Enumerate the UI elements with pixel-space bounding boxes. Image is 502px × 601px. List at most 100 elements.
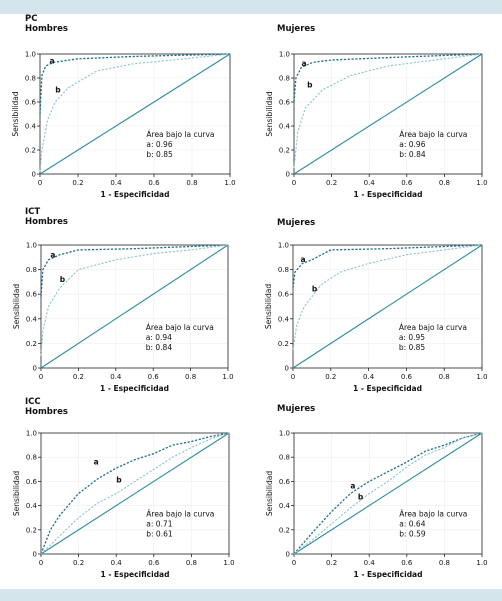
x-tick-label: 1.0: [476, 559, 487, 567]
chart-panel-title: Hombres: [25, 217, 68, 227]
x-tick-label: 0.8: [185, 373, 196, 381]
legend-title: Área bajo la curva: [399, 323, 467, 332]
y-tick-label: 1.0: [26, 242, 37, 250]
series-label-b: b: [60, 275, 66, 284]
roc-curve-b: [40, 432, 230, 555]
x-tick-label: 0.6: [401, 559, 413, 567]
x-axis-label: 1 - Especificidad: [101, 570, 170, 579]
series-label-b: b: [55, 85, 61, 94]
y-tick-label: 0: [286, 171, 290, 179]
y-tick-label: 0: [32, 171, 36, 179]
roc-panel-2: Mujeres 0 0.2 0.4 0.6 0.8 1.0 0 0.2 0.4 0.6 0.8 1.0 1…: [265, 24, 488, 199]
y-tick-label: 0.6: [278, 291, 290, 299]
roc-curve-b: [293, 432, 483, 555]
roc-curve-a: [39, 53, 231, 115]
x-tick-label: 1.0: [222, 373, 233, 381]
roc-curve-b: [40, 244, 229, 356]
y-axis-label: Sensibilidad: [12, 284, 21, 329]
y-tick-label: 0.6: [279, 478, 291, 486]
x-axis-label: 1 - Especificidad: [353, 384, 422, 393]
x-axis-label: 1 - Especificidad: [354, 570, 423, 579]
x-tick-label: 0.6: [401, 373, 413, 381]
chart-group-label: ICT: [25, 207, 40, 217]
legend-title: Área bajo la curva: [399, 509, 467, 518]
legend-entry: b: 0.85: [399, 343, 426, 352]
x-tick-label: 0.8: [439, 559, 450, 567]
series-label-a: a: [50, 57, 55, 66]
y-tick-label: 0.8: [26, 454, 37, 462]
legend-entry: b: 0.85: [146, 150, 173, 159]
chart-panel-title: Mujeres: [277, 404, 315, 414]
y-tick-label: 1.0: [279, 51, 290, 59]
y-tick-label: 0.4: [278, 315, 290, 323]
y-tick-label: 0.4: [25, 123, 37, 131]
x-tick-label: 0.2: [326, 559, 337, 567]
y-axis-label: Sensibilidad: [12, 471, 21, 516]
x-tick-label: 0.8: [186, 559, 197, 567]
series-label-b: b: [116, 476, 122, 485]
x-tick-label: 1.0: [223, 559, 234, 567]
series-label-a: a: [94, 457, 99, 466]
y-tick-label: 1.0: [26, 430, 37, 438]
y-axis-label: Sensibilidad: [264, 284, 273, 329]
x-tick-label: 0: [292, 179, 296, 187]
roc-curve-a: [40, 244, 229, 297]
legend-entry: a: 0.71: [146, 519, 172, 528]
y-tick-label: 0.4: [26, 315, 38, 323]
y-tick-label: 0.8: [278, 266, 289, 274]
legend-entry: a: 0.64: [399, 519, 425, 528]
x-tick-label: 0.6: [148, 373, 160, 381]
legend-title: Área bajo la curva: [146, 130, 214, 139]
x-tick-label: 0.8: [186, 179, 197, 187]
reference-diagonal: [293, 53, 483, 175]
plot-frame: [40, 432, 230, 555]
x-tick-label: 0.2: [73, 373, 84, 381]
y-tick-label: 0.8: [279, 454, 290, 462]
series-label-a: a: [50, 250, 55, 259]
x-tick-label: 0.2: [325, 373, 336, 381]
y-tick-label: 1.0: [278, 242, 289, 250]
plot-frame: [293, 53, 483, 175]
y-tick-label: 0.8: [26, 266, 37, 274]
y-tick-label: 0.2: [26, 340, 37, 348]
roc-curve-b: [293, 53, 483, 169]
y-tick-label: 0.8: [25, 75, 36, 83]
y-tick-label: 0.4: [279, 502, 291, 510]
y-tick-label: 0.6: [279, 99, 291, 107]
y-tick-label: 1.0: [25, 51, 36, 59]
x-axis-label: 1 - Especificidad: [100, 384, 169, 393]
legend-entry: b: 0.84: [146, 343, 173, 352]
x-tick-label: 0.2: [73, 559, 84, 567]
roc-panel-4: Mujeres 0 0.2 0.4 0.6 0.8 1.0 0 0.2 0.4 0.6 0.8 1.0 1…: [264, 218, 488, 393]
reference-diagonal: [293, 432, 483, 555]
y-tick-label: 1.0: [279, 430, 290, 438]
reference-diagonal: [39, 53, 231, 175]
chart-panel-title: Hombres: [25, 24, 68, 34]
plot-frame: [40, 244, 229, 369]
y-axis-label: Sensibilidad: [265, 91, 274, 136]
chart-group-label: PC: [25, 14, 37, 24]
roc-panel-6: Mujeres 0 0.2 0.4 0.6 0.8 1.0 0 0.2 0.4 0.6 0.8 1.0 1…: [265, 404, 488, 579]
y-tick-label: 0.2: [25, 147, 36, 155]
plot-frame: [293, 432, 483, 555]
legend-entry: a: 0.94: [146, 333, 172, 342]
y-tick-label: 0.4: [279, 123, 291, 131]
y-tick-label: 0.2: [278, 340, 289, 348]
legend-title: Área bajo la curva: [146, 509, 214, 518]
x-axis-label: 1 - Especificidad: [101, 190, 170, 199]
legend-entry: b: 0.59: [399, 529, 426, 538]
x-tick-label: 0.4: [110, 179, 122, 187]
x-tick-label: 0.8: [439, 373, 450, 381]
series-label-b: b: [312, 285, 318, 294]
y-tick-label: 0: [285, 365, 289, 373]
series-label-a: a: [301, 255, 306, 264]
x-tick-label: 0.2: [72, 179, 83, 187]
y-tick-label: 0.8: [279, 75, 290, 83]
chart-panel-title: Hombres: [25, 407, 68, 417]
x-tick-label: 0: [292, 559, 296, 567]
reference-diagonal: [40, 244, 229, 369]
chart-group-label: ICC: [25, 397, 41, 407]
y-tick-label: 0: [33, 365, 37, 373]
